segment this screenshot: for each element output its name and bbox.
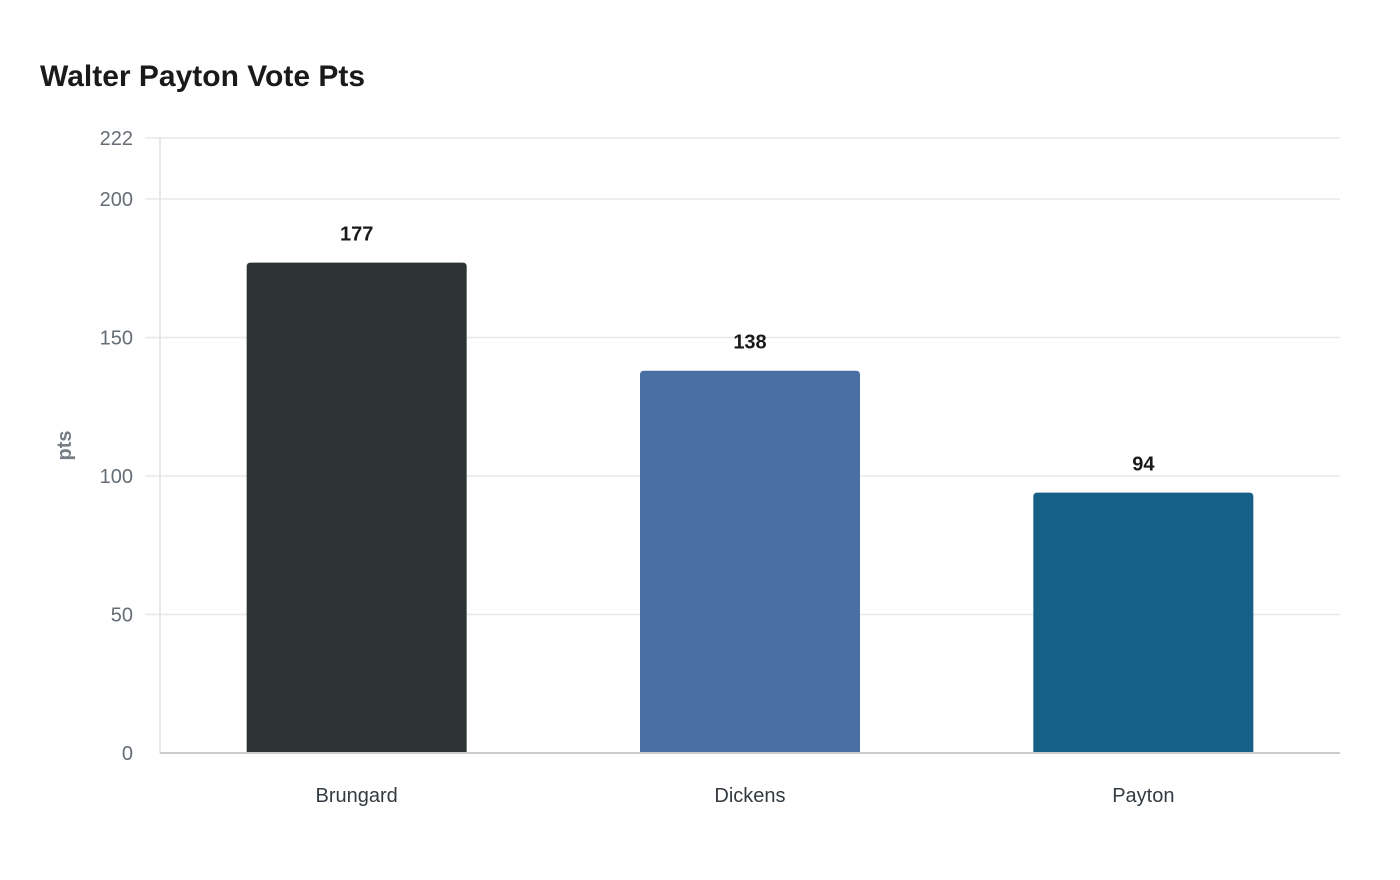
y-tick-label: 200 <box>100 189 133 211</box>
x-tick-label: Payton <box>1112 785 1174 807</box>
data-label: 138 <box>733 332 766 354</box>
chart-title: Walter Payton Vote Pts <box>40 60 366 93</box>
bar-payton <box>1033 492 1254 753</box>
bar-brungard <box>246 262 467 753</box>
data-label: 177 <box>340 224 373 246</box>
y-tick-label: 100 <box>100 466 133 488</box>
y-tick-label: 50 <box>111 604 133 626</box>
data-label: 94 <box>1132 454 1155 476</box>
y-tick-label: 0 <box>122 743 133 765</box>
bar-dickens <box>640 370 860 753</box>
x-tick-label: Dickens <box>714 785 785 807</box>
y-tick-label: 222 <box>100 128 133 150</box>
x-tick-label: Brungard <box>316 785 398 807</box>
y-tick-label: 150 <box>100 327 133 349</box>
y-axis-label: pts <box>54 431 76 461</box>
